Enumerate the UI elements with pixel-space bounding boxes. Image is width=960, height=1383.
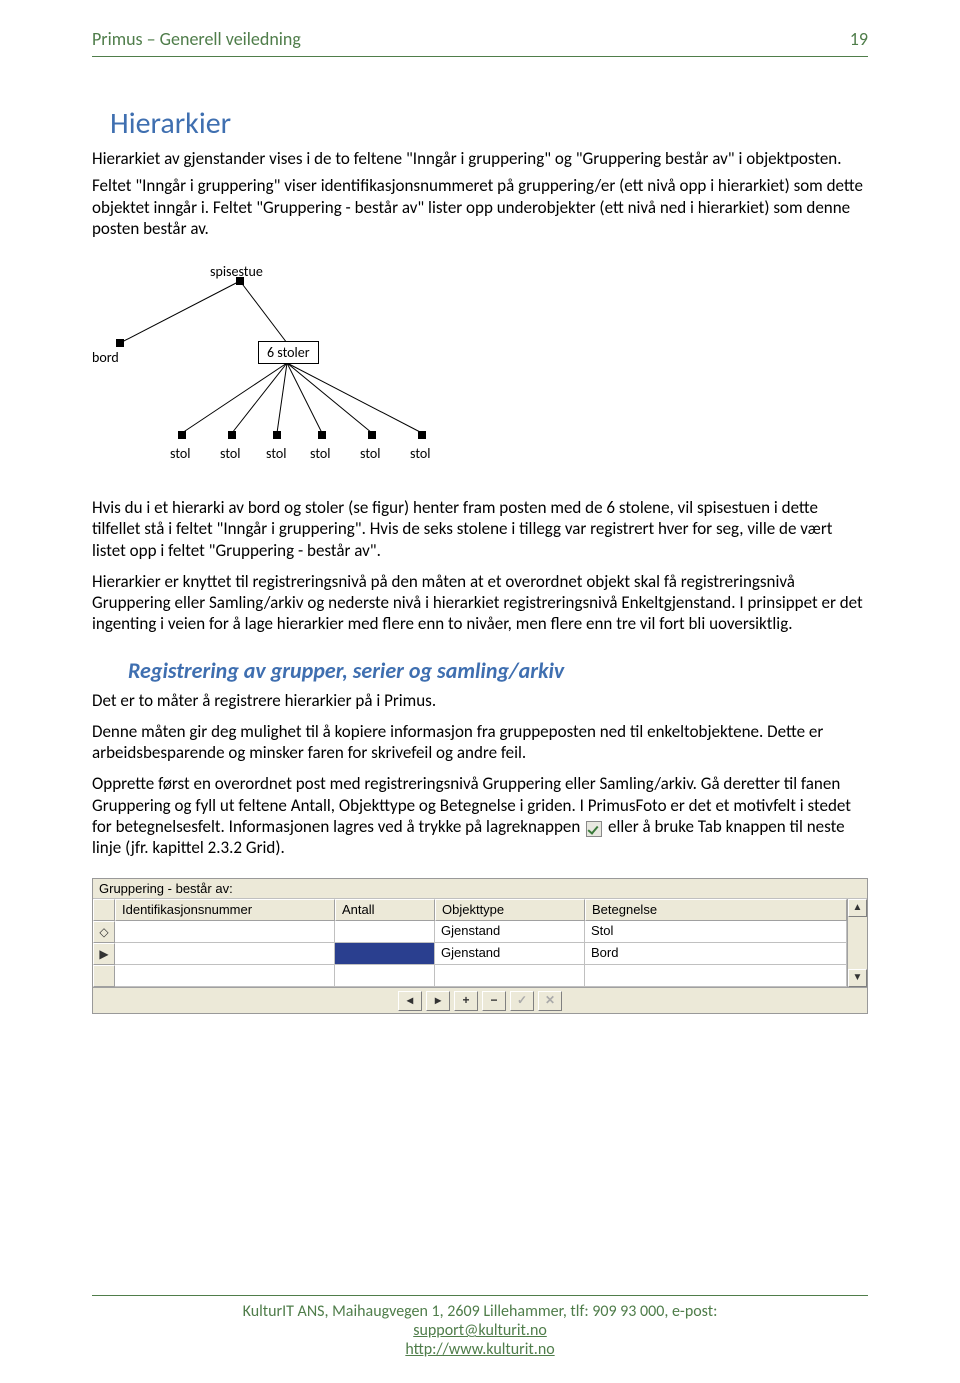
section-heading: Hierarkier (110, 105, 868, 142)
save-icon[interactable] (586, 821, 602, 837)
cell-id[interactable] (115, 921, 335, 943)
hierarchy-tree-figure: spisestue bord 6 stoler stol stol stol s… (92, 263, 482, 473)
tree-left-leaf-label: bord (92, 349, 119, 366)
tree-svg (92, 263, 482, 473)
header-rule (92, 56, 868, 57)
grid-title: Gruppering - består av: (93, 879, 867, 899)
tree-leaf-label: stol (266, 445, 286, 462)
tree-leaf-label: stol (170, 445, 190, 462)
col-betegnelse[interactable]: Betegnelse (585, 899, 847, 921)
tree-node (273, 431, 281, 439)
nav-first-button[interactable]: ◂ (398, 991, 422, 1011)
tree-leaf-label: stol (310, 445, 330, 462)
paragraph-6: Denne måten gir deg mulighet til å kopie… (92, 721, 868, 764)
tree-node (228, 431, 236, 439)
nav-cancel-button[interactable]: ✕ (538, 991, 562, 1011)
table-row-empty[interactable] (93, 965, 847, 987)
tree-leaf-label: stol (220, 445, 240, 462)
scroll-up-icon[interactable]: ▲ (848, 899, 867, 917)
row-marker: ▶ (93, 943, 115, 965)
row-marker (93, 965, 115, 987)
scroll-down-icon[interactable]: ▼ (848, 969, 867, 987)
page-number: 19 (850, 28, 868, 50)
tree-node (236, 277, 244, 285)
grid-header-row: Identifikasjonsnummer Antall Objekttype … (93, 899, 847, 921)
nav-remove-button[interactable]: − (482, 991, 506, 1011)
col-antall[interactable]: Antall (335, 899, 435, 921)
table-row[interactable]: ◇ Gjenstand Stol (93, 921, 847, 943)
row-marker: ◇ (93, 921, 115, 943)
cell-antall[interactable] (335, 921, 435, 943)
cell-objekttype[interactable] (435, 965, 585, 987)
tree-node (418, 431, 426, 439)
cell-id[interactable] (115, 943, 335, 965)
page-header: Primus – Generell veiledning 19 (92, 28, 868, 54)
footer-email: support@kulturit.no (413, 1321, 547, 1340)
gruppering-grid: Gruppering - består av: Identifikasjonsn… (92, 878, 868, 1014)
tree-node (318, 431, 326, 439)
tree-box-label: 6 stoler (258, 341, 319, 364)
cell-betegnelse[interactable]: Stol (585, 921, 847, 943)
grid-corner (93, 899, 115, 921)
paragraph-7: Opprette først en overordnet post med re… (92, 773, 868, 858)
page-footer: KulturIT ANS, Maihaugvegen 1, 2609 Lille… (92, 1295, 868, 1359)
paragraph-3: Hvis du i et hierarki av bord og stoler … (92, 497, 868, 561)
paragraph-2: Feltet "Inngår i gruppering" viser ident… (92, 175, 868, 239)
tree-leaf-label: stol (360, 445, 380, 462)
cell-antall[interactable] (335, 965, 435, 987)
cell-betegnelse[interactable] (585, 965, 847, 987)
table-row[interactable]: ▶ Gjenstand Bord (93, 943, 847, 965)
tree-leaf-label: stol (410, 445, 430, 462)
subsection-heading: Registrering av grupper, serier og samli… (128, 657, 868, 684)
grid-scrollbar[interactable]: ▲ ▼ (847, 899, 867, 987)
nav-prev-button[interactable]: ▸ (426, 991, 450, 1011)
tree-node (178, 431, 186, 439)
cell-objekttype[interactable]: Gjenstand (435, 943, 585, 965)
paragraph-1: Hierarkiet av gjenstander vises i de to … (92, 148, 868, 169)
grid-nav-bar: ◂ ▸ + − ✓ ✕ (93, 987, 867, 1013)
col-objekttype[interactable]: Objekttype (435, 899, 585, 921)
cell-betegnelse[interactable]: Bord (585, 943, 847, 965)
header-title: Primus – Generell veiledning (92, 28, 301, 50)
footer-url: http://www.kulturit.no (405, 1340, 554, 1359)
footer-address: KulturIT ANS, Maihaugvegen 1, 2609 Lille… (92, 1302, 868, 1321)
tree-node (116, 339, 124, 347)
cell-objekttype[interactable]: Gjenstand (435, 921, 585, 943)
paragraph-4: Hierarkier er knyttet til registreringsn… (92, 571, 868, 635)
cell-antall-selected[interactable] (335, 943, 435, 965)
cell-id[interactable] (115, 965, 335, 987)
col-identifikasjonsnummer[interactable]: Identifikasjonsnummer (115, 899, 335, 921)
tree-node (368, 431, 376, 439)
nav-ok-button[interactable]: ✓ (510, 991, 534, 1011)
nav-add-button[interactable]: + (454, 991, 478, 1011)
paragraph-5: Det er to måter å registrere hierarkier … (92, 690, 868, 711)
